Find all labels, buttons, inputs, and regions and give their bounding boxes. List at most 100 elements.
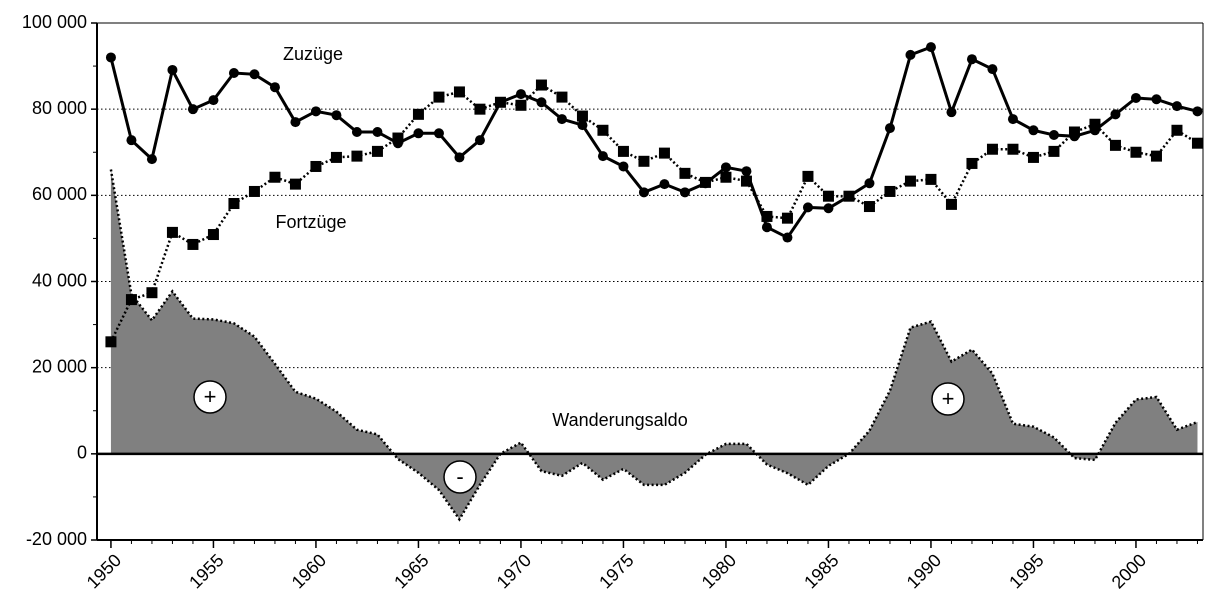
x-tick-label: 1980 [698, 550, 740, 592]
point [146, 154, 157, 165]
y-tick-label: 100 000 [22, 12, 87, 32]
point [1007, 143, 1019, 155]
point [269, 82, 280, 93]
point [946, 107, 957, 118]
point [331, 110, 342, 121]
x-tick-label: 1955 [185, 550, 227, 592]
point [248, 185, 260, 197]
point [371, 145, 383, 157]
point [679, 187, 690, 198]
point [372, 127, 383, 138]
point [720, 162, 731, 173]
x-tick-label: 1990 [903, 550, 945, 592]
point [536, 97, 547, 108]
x-tick-label: 1985 [800, 550, 842, 592]
annotation-circle [443, 460, 477, 494]
point [597, 151, 608, 162]
x-tick-label: 1995 [1005, 550, 1047, 592]
point [1130, 92, 1141, 103]
point [843, 190, 855, 202]
area-fill [110, 169, 1198, 520]
point [925, 173, 937, 185]
point [413, 128, 424, 139]
point [699, 176, 711, 188]
point [658, 147, 670, 159]
point [638, 187, 649, 198]
point [1048, 130, 1059, 141]
point [1151, 94, 1162, 105]
point [822, 190, 834, 202]
point [433, 128, 444, 139]
x-tick-label: 1965 [390, 550, 432, 592]
point [105, 52, 116, 63]
x-tick-label: 1975 [595, 550, 637, 592]
point [166, 226, 178, 238]
point [412, 108, 424, 120]
point [1048, 145, 1060, 157]
point [1191, 137, 1203, 149]
point [146, 287, 158, 299]
point [945, 198, 957, 210]
point [618, 161, 629, 172]
point [617, 145, 629, 157]
point [474, 135, 485, 146]
point [208, 95, 219, 106]
point [905, 49, 916, 60]
point [864, 178, 875, 189]
y-tick-label: 20 000 [32, 356, 87, 376]
point [576, 110, 588, 122]
point [187, 238, 199, 250]
point [556, 91, 568, 103]
point [167, 64, 178, 75]
point [802, 202, 813, 213]
point [966, 54, 977, 65]
point [515, 89, 526, 100]
point [1109, 139, 1121, 151]
point [823, 203, 834, 214]
point [105, 336, 117, 348]
point [474, 103, 486, 115]
point [925, 42, 936, 53]
point [351, 127, 362, 138]
point [249, 69, 260, 80]
point [269, 171, 281, 183]
point [515, 99, 527, 111]
point [1150, 150, 1162, 162]
point [884, 123, 895, 134]
point [884, 185, 896, 197]
point [1007, 114, 1018, 125]
point [802, 170, 814, 182]
point [986, 143, 998, 155]
point [638, 155, 650, 167]
point [720, 171, 732, 183]
annotation-circle [931, 382, 965, 416]
y-tick-label: 0 [77, 443, 87, 463]
point [433, 91, 445, 103]
point [863, 201, 875, 213]
x-tick-label: 2000 [1108, 550, 1150, 592]
point [1192, 106, 1203, 117]
point [556, 114, 567, 125]
annotation: + [204, 384, 217, 409]
line [109, 83, 1199, 343]
annotation-circle [193, 380, 227, 414]
point [1110, 109, 1121, 120]
point [392, 132, 404, 144]
line [109, 45, 1198, 240]
point [310, 106, 321, 117]
x-tick-label: 1970 [493, 550, 535, 592]
point [782, 232, 793, 243]
point [351, 150, 363, 162]
point [187, 104, 198, 115]
y-tick-label: 60 000 [32, 184, 87, 204]
y-tick-label: 40 000 [32, 270, 87, 290]
annotation: - [456, 464, 463, 489]
series-label: Fortzüge [275, 212, 346, 232]
point [310, 160, 322, 172]
point [228, 198, 240, 210]
point [761, 210, 773, 222]
x-tick-label: 1960 [288, 550, 330, 592]
x-tick-label: 1950 [83, 550, 125, 592]
point [987, 64, 998, 75]
